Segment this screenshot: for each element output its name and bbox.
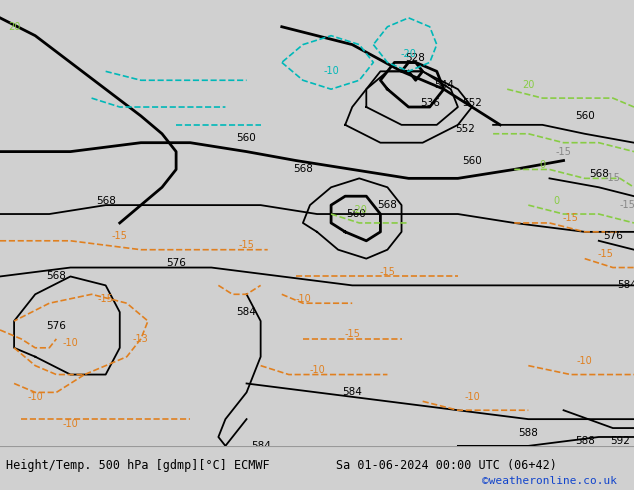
Text: 560: 560 (462, 155, 482, 166)
Text: -13: -13 (133, 334, 149, 344)
Text: -10: -10 (295, 294, 311, 304)
Text: -10: -10 (63, 418, 79, 429)
Text: -15: -15 (619, 200, 634, 210)
Text: 552: 552 (455, 124, 475, 134)
Text: -10: -10 (577, 356, 593, 366)
Text: -20: -20 (351, 204, 367, 215)
Text: Sa 01-06-2024 00:00 UTC (06+42): Sa 01-06-2024 00:00 UTC (06+42) (336, 459, 557, 472)
Text: -10: -10 (323, 66, 339, 76)
Text: 544: 544 (434, 80, 454, 90)
Text: -15: -15 (112, 231, 127, 242)
Text: 576: 576 (46, 320, 67, 331)
Text: 584: 584 (342, 388, 362, 397)
Text: -20: -20 (401, 49, 417, 58)
Text: 576: 576 (166, 258, 186, 268)
Text: 568: 568 (589, 169, 609, 179)
Text: -10: -10 (63, 338, 79, 348)
Text: 568: 568 (293, 165, 313, 174)
Text: -15: -15 (98, 294, 113, 304)
Text: 560: 560 (236, 133, 256, 143)
Text: 584: 584 (236, 307, 257, 317)
Text: 568: 568 (96, 196, 115, 206)
Text: 584: 584 (617, 280, 634, 291)
Text: 20: 20 (522, 80, 534, 90)
Text: 528: 528 (406, 53, 425, 63)
Text: -15: -15 (380, 267, 396, 277)
Text: ©weatheronline.co.uk: ©weatheronline.co.uk (482, 476, 617, 487)
Text: Height/Temp. 500 hPa [gdmp][°C] ECMWF: Height/Temp. 500 hPa [gdmp][°C] ECMWF (6, 459, 270, 472)
Text: -15: -15 (555, 147, 571, 157)
Text: -10: -10 (309, 365, 325, 375)
Text: 0: 0 (540, 160, 545, 170)
Text: 588: 588 (519, 427, 538, 438)
Text: -15: -15 (562, 214, 579, 223)
Text: 576: 576 (603, 231, 623, 242)
Text: 560: 560 (346, 209, 366, 219)
Text: 568: 568 (46, 271, 67, 281)
Text: 552: 552 (462, 98, 482, 108)
Text: 568: 568 (377, 200, 398, 210)
Text: 592: 592 (610, 437, 630, 446)
Text: 536: 536 (420, 98, 439, 108)
Text: 588: 588 (575, 437, 595, 446)
Text: -15: -15 (605, 173, 621, 183)
Text: -15: -15 (238, 240, 254, 250)
Text: 560: 560 (575, 111, 595, 121)
Text: -15: -15 (598, 249, 614, 259)
Text: -10: -10 (27, 392, 43, 402)
Text: 0: 0 (553, 196, 560, 206)
Text: -10: -10 (464, 392, 480, 402)
Text: 20: 20 (8, 22, 20, 32)
Text: 584: 584 (250, 441, 271, 451)
Text: -15: -15 (344, 329, 360, 340)
